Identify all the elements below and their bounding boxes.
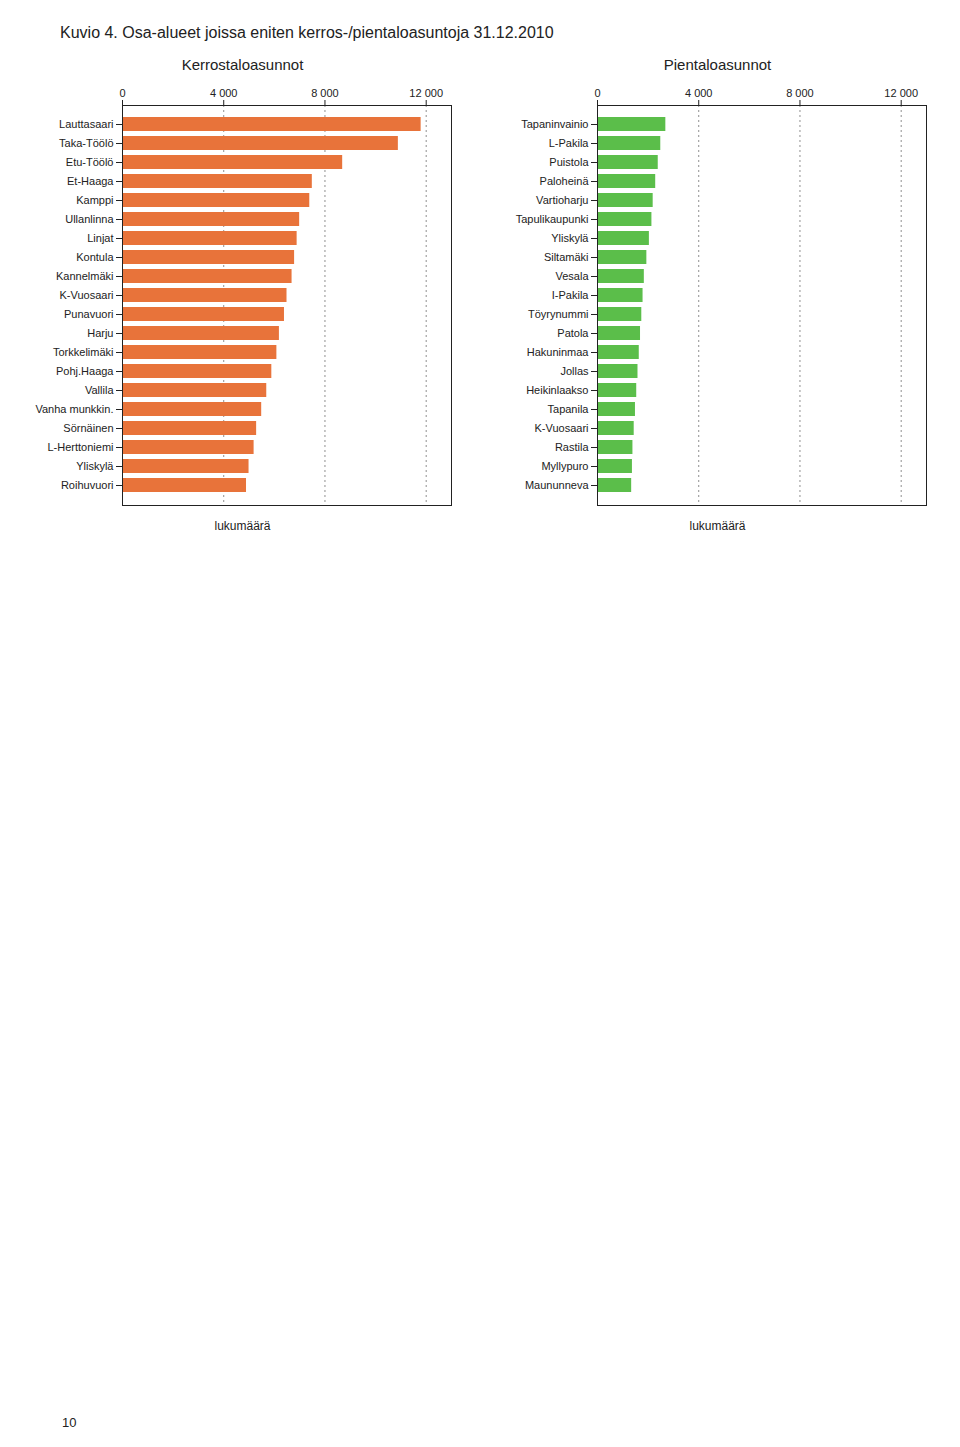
svg-text:Myllypuro: Myllypuro <box>541 460 588 472</box>
svg-text:L-Herttoniemi: L-Herttoniemi <box>47 441 113 453</box>
svg-text:Punavuori: Punavuori <box>64 308 114 320</box>
svg-text:12 000: 12 000 <box>884 87 918 99</box>
html-text:lukumäärä: lukumäärä <box>214 519 271 533</box>
svg-text:Taka-Töölö: Taka-Töölö <box>59 137 113 149</box>
svg-text:4 000: 4 000 <box>685 87 713 99</box>
svg-text:Tapanila: Tapanila <box>548 403 590 415</box>
svg-text:Hakuninmaa: Hakuninmaa <box>527 346 590 358</box>
svg-text:0: 0 <box>119 87 125 99</box>
svg-text:4 000: 4 000 <box>210 87 238 99</box>
svg-text:8 000: 8 000 <box>786 87 814 99</box>
svg-text:Maununneva: Maununneva <box>525 479 589 491</box>
svg-text:Linjat: Linjat <box>87 232 113 244</box>
svg-text:Tapaninvainio: Tapaninvainio <box>521 118 588 130</box>
svg-text:Pohj.Haaga: Pohj.Haaga <box>56 365 114 377</box>
svg-text:Heikinlaakso: Heikinlaakso <box>526 384 588 396</box>
svg-text:Siltamäki: Siltamäki <box>544 251 589 263</box>
svg-text:K-Vuosaari: K-Vuosaari <box>534 422 588 434</box>
svg-text:Jollas: Jollas <box>560 365 589 377</box>
html-text:Kerrostaloasunnot: Kerrostaloasunnot <box>181 56 304 73</box>
svg-text:Rastila: Rastila <box>555 441 590 453</box>
svg-text:Töyrynummi: Töyrynummi <box>528 308 589 320</box>
svg-text:K-Vuosaari: K-Vuosaari <box>59 289 113 301</box>
html-text:10: 10 <box>62 1415 77 1430</box>
svg-text:Ullanlinna: Ullanlinna <box>65 213 114 225</box>
svg-text:Vanha munkkin.: Vanha munkkin. <box>35 403 113 415</box>
svg-text:Et-Haaga: Et-Haaga <box>67 175 114 187</box>
svg-text:Yliskylä: Yliskylä <box>76 460 114 472</box>
svg-text:Puistola: Puistola <box>549 156 589 168</box>
svg-text:Lauttasaari: Lauttasaari <box>59 118 113 130</box>
svg-text:Patola: Patola <box>557 327 589 339</box>
svg-text:Torkkelimäki: Torkkelimäki <box>53 346 114 358</box>
svg-text:Harju: Harju <box>87 327 113 339</box>
svg-text:Etu-Töölö: Etu-Töölö <box>66 156 114 168</box>
svg-text:I-Pakila: I-Pakila <box>552 289 590 301</box>
svg-text:8 000: 8 000 <box>311 87 339 99</box>
svg-text:L-Pakila: L-Pakila <box>549 137 590 149</box>
html-text:Kuvio 4. Osa-alueet joissa eni: Kuvio 4. Osa-alueet joissa eniten kerros… <box>60 24 554 41</box>
svg-text:Roihuvuori: Roihuvuori <box>61 479 114 491</box>
svg-text:Kamppi: Kamppi <box>76 194 113 206</box>
svg-text:0: 0 <box>594 87 600 99</box>
svg-text:Kannelmäki: Kannelmäki <box>56 270 113 282</box>
svg-text:Kontula: Kontula <box>76 251 114 263</box>
svg-text:Yliskylä: Yliskylä <box>551 232 589 244</box>
html-text:Pientaloasunnot: Pientaloasunnot <box>663 56 772 73</box>
svg-text:Tapulikaupunki: Tapulikaupunki <box>516 213 589 225</box>
html-text:lukumäärä: lukumäärä <box>689 519 746 533</box>
svg-text:Sörnäinen: Sörnäinen <box>63 422 113 434</box>
svg-text:Vesala: Vesala <box>555 270 589 282</box>
svg-text:Vartioharju: Vartioharju <box>536 194 588 206</box>
svg-text:Paloheinä: Paloheinä <box>540 175 590 187</box>
svg-text:12 000: 12 000 <box>409 87 443 99</box>
svg-text:Vallila: Vallila <box>85 384 114 396</box>
